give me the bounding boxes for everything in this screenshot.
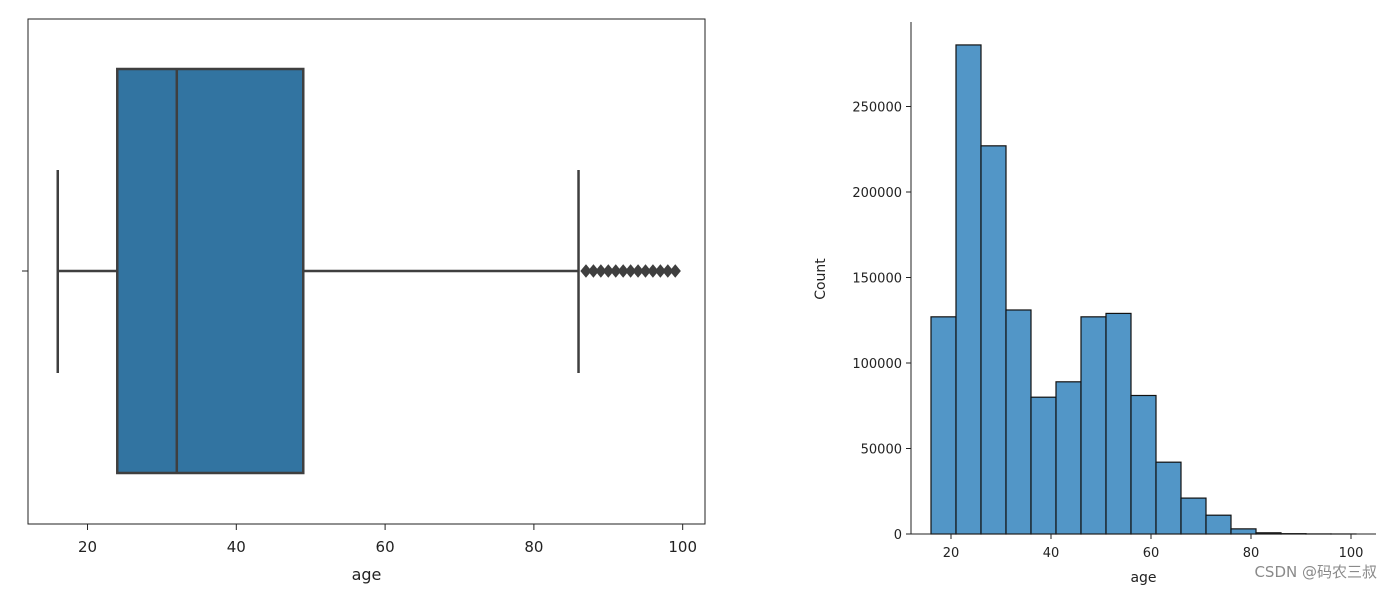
x-tick-label: 60: [1143, 546, 1160, 561]
outlier-point: [639, 264, 652, 278]
watermark: CSDN @码农三叔: [1254, 563, 1377, 581]
x-tick-label: 80: [524, 538, 543, 556]
y-tick-label: 200000: [852, 186, 902, 201]
y-axis-label: Count: [813, 258, 829, 300]
iqr-box: [116, 67, 305, 475]
y-tick-label: 100000: [852, 357, 902, 372]
histogram-bar: [980, 145, 1007, 535]
histogram-bar: [1130, 394, 1157, 535]
boxplot-chart: 20 40 60 80 100 age: [22, 18, 706, 584]
outlier-point: [662, 264, 674, 278]
histogram-bar: [1255, 532, 1282, 535]
outlier-point: [580, 264, 592, 278]
x-tick-label: 80: [1243, 546, 1260, 561]
outlier-point: [624, 264, 637, 278]
y-tick-label: 250000: [852, 101, 902, 116]
x-tick-label: 40: [1043, 546, 1060, 561]
outlier-point: [602, 264, 614, 278]
histogram-bar: [955, 44, 982, 535]
x-tick-label: 20: [78, 538, 97, 556]
x-tick-label: 60: [376, 538, 395, 556]
x-axis-label: age: [352, 565, 382, 584]
histogram-bar: [1105, 312, 1132, 535]
histogram-bar: [1080, 316, 1107, 535]
outlier-point: [587, 264, 600, 278]
outlier-point: [610, 264, 622, 278]
outlier-point: [632, 264, 644, 278]
histogram-bar: [1230, 528, 1257, 535]
histogram-bar: [1030, 396, 1057, 535]
x-tick-label: 20: [943, 546, 960, 561]
x-tick-label: 40: [227, 538, 246, 556]
histogram-bar: [930, 316, 957, 535]
outlier-point: [654, 264, 667, 278]
outlier-point: [647, 264, 659, 278]
histogram-bar: [1205, 514, 1232, 535]
x-tick-label: 100: [668, 538, 697, 556]
outlier-point: [617, 264, 629, 278]
histogram-bar: [1155, 461, 1182, 535]
outlier-point: [595, 264, 607, 278]
y-tick-label: 150000: [852, 272, 902, 287]
y-tick-label: 50000: [861, 443, 902, 458]
y-tick-label: 0: [894, 528, 902, 543]
histogram-bar: [1005, 309, 1032, 535]
histogram-bar: [1055, 381, 1082, 535]
outlier-point: [669, 264, 681, 278]
x-tick-label: 100: [1339, 546, 1364, 561]
x-axis-label: age: [1130, 570, 1156, 586]
histogram-bar: [1180, 497, 1207, 535]
